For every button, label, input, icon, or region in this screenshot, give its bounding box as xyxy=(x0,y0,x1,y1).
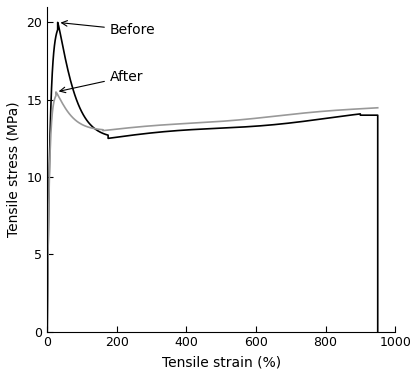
Text: After: After xyxy=(60,70,143,92)
Y-axis label: Tensile stress (MPa): Tensile stress (MPa) xyxy=(7,102,21,237)
Text: Before: Before xyxy=(62,21,155,37)
X-axis label: Tensile strain (%): Tensile strain (%) xyxy=(162,355,281,369)
